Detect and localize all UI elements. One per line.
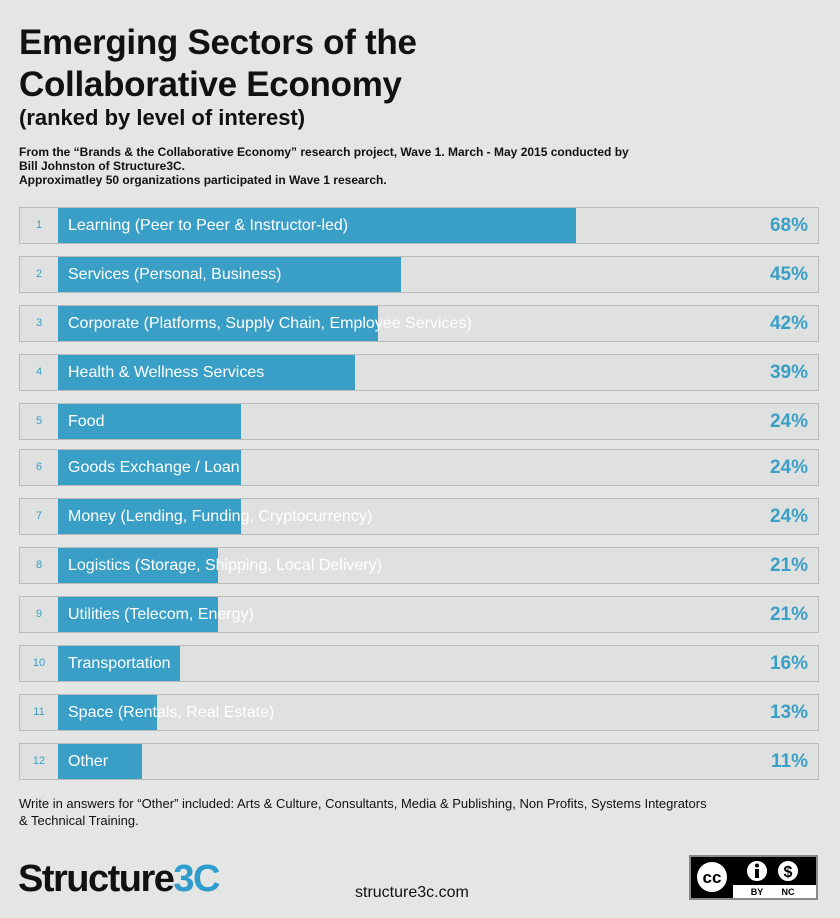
nc-dollar-text: $ [784,864,793,881]
chart-row: 8 Logistics (Storage, Shipping, Local Del… [19,547,819,584]
license-by-text: BY [751,887,764,897]
note-line-1: Write in answers for “Other” included: A… [19,796,707,811]
chart-row: 9 Utilities (Telecom, Energy) 21% [19,596,819,633]
chart-row: 10 Transportation 16% [19,645,819,682]
category-label: Corporate (Platforms, Supply Chain, Empl… [68,315,472,332]
bar [58,695,158,730]
bar [58,257,401,292]
source-note: From the “Brands & the Collaborative Eco… [19,145,659,187]
rank-label: 10 [32,657,46,669]
source-line-1: From the “Brands & the Collaborative Eco… [19,145,629,159]
category-label: Food [68,413,105,430]
cc-text: cc [703,868,722,887]
chart-row: 4 Health & Wellness Services 39% [19,354,819,391]
value-label: 21% [769,604,808,625]
chart-row: 3 Corporate (Platforms, Supply Chain, Emp… [19,305,819,342]
bar [58,646,180,681]
chart-row: 12 Other 11% [19,743,819,780]
bar [58,499,241,534]
rank-label: 3 [35,317,43,329]
rank-label: 9 [35,608,43,620]
license-nc-text: NC [782,887,795,897]
chart-row: 7 Money (Lending, Funding, Cryptocurrency… [19,498,819,535]
value-label: 21% [769,555,808,576]
value-label: 45% [769,264,808,285]
chart-row: 5 Food 24% [19,403,819,440]
value-label: 42% [769,313,808,334]
category-label: Transportation [68,655,171,672]
value-label: 13% [769,702,808,723]
value-label: 68% [769,215,808,236]
value-label: 24% [769,506,808,527]
value-label: 16% [769,653,808,674]
category-label: Services (Personal, Business) [68,266,282,283]
bar [58,355,356,390]
bar [58,208,577,243]
bar [58,744,142,779]
rank-label: 4 [35,366,43,378]
rank-label: 5 [35,415,43,427]
chart-row: 11 Space (Rentals, Real Estate) 13% [19,694,819,731]
website-url[interactable]: structure3c.com [355,884,469,901]
logo-text: Structure [18,858,175,900]
value-label: 24% [769,457,808,478]
category-label: Logistics (Storage, Shipping, Local Deli… [68,557,382,574]
category-label: Goods Exchange / Loan [68,459,240,476]
cc-by-nc-icon: cc $ BY NC [691,857,816,898]
structure3c-logo: Structure3C [18,854,220,904]
chart-row: 2 Services (Personal, Business) 45% [19,256,819,293]
category-label: Health & Wellness Services [68,364,265,381]
logo-accent-text: 3C [173,858,220,900]
chart-row: 1 Learning (Peer to Peer & Instructor-led… [19,207,819,244]
title-line-1: Emerging Sectors of the [19,23,417,62]
rank-label: 7 [35,510,43,522]
bar [58,404,241,439]
chart-row: 6 Goods Exchange / Loan 24% [19,449,819,486]
bar [58,450,241,485]
value-label: 24% [769,411,808,432]
rank-label: 6 [35,461,43,473]
chart-subtitle: (ranked by level of interest) [19,105,306,130]
category-label: Learning (Peer to Peer & Instructor-led) [68,217,349,234]
category-label: Other [68,753,109,770]
source-line-3: Approximatley 50 organizations participa… [19,173,387,187]
rank-label: 2 [35,268,43,280]
bar [58,548,219,583]
bar [58,597,219,632]
category-label: Utilities (Telecom, Energy) [68,606,254,623]
chart-title: Emerging Sectors of the Collaborative Ec… [19,22,417,106]
note-line-2: & Technical Training. [19,813,139,828]
other-answers-note: Write in answers for “Other” included: A… [19,795,819,829]
creative-commons-badge: cc $ BY NC [689,855,818,900]
value-label: 11% [771,751,808,772]
rank-label: 11 [33,706,45,718]
rank-label: 1 [35,219,43,231]
title-line-2: Collaborative Economy [19,65,402,104]
bar [58,306,379,341]
rank-label: 12 [32,755,46,767]
category-label: Money (Lending, Funding, Cryptocurrency) [68,508,373,525]
value-label: 39% [769,362,808,383]
source-line-2: Bill Johnston of Structure3C. [19,159,186,173]
rank-label: 8 [35,559,43,571]
category-label: Space (Rentals, Real Estate) [68,704,275,721]
